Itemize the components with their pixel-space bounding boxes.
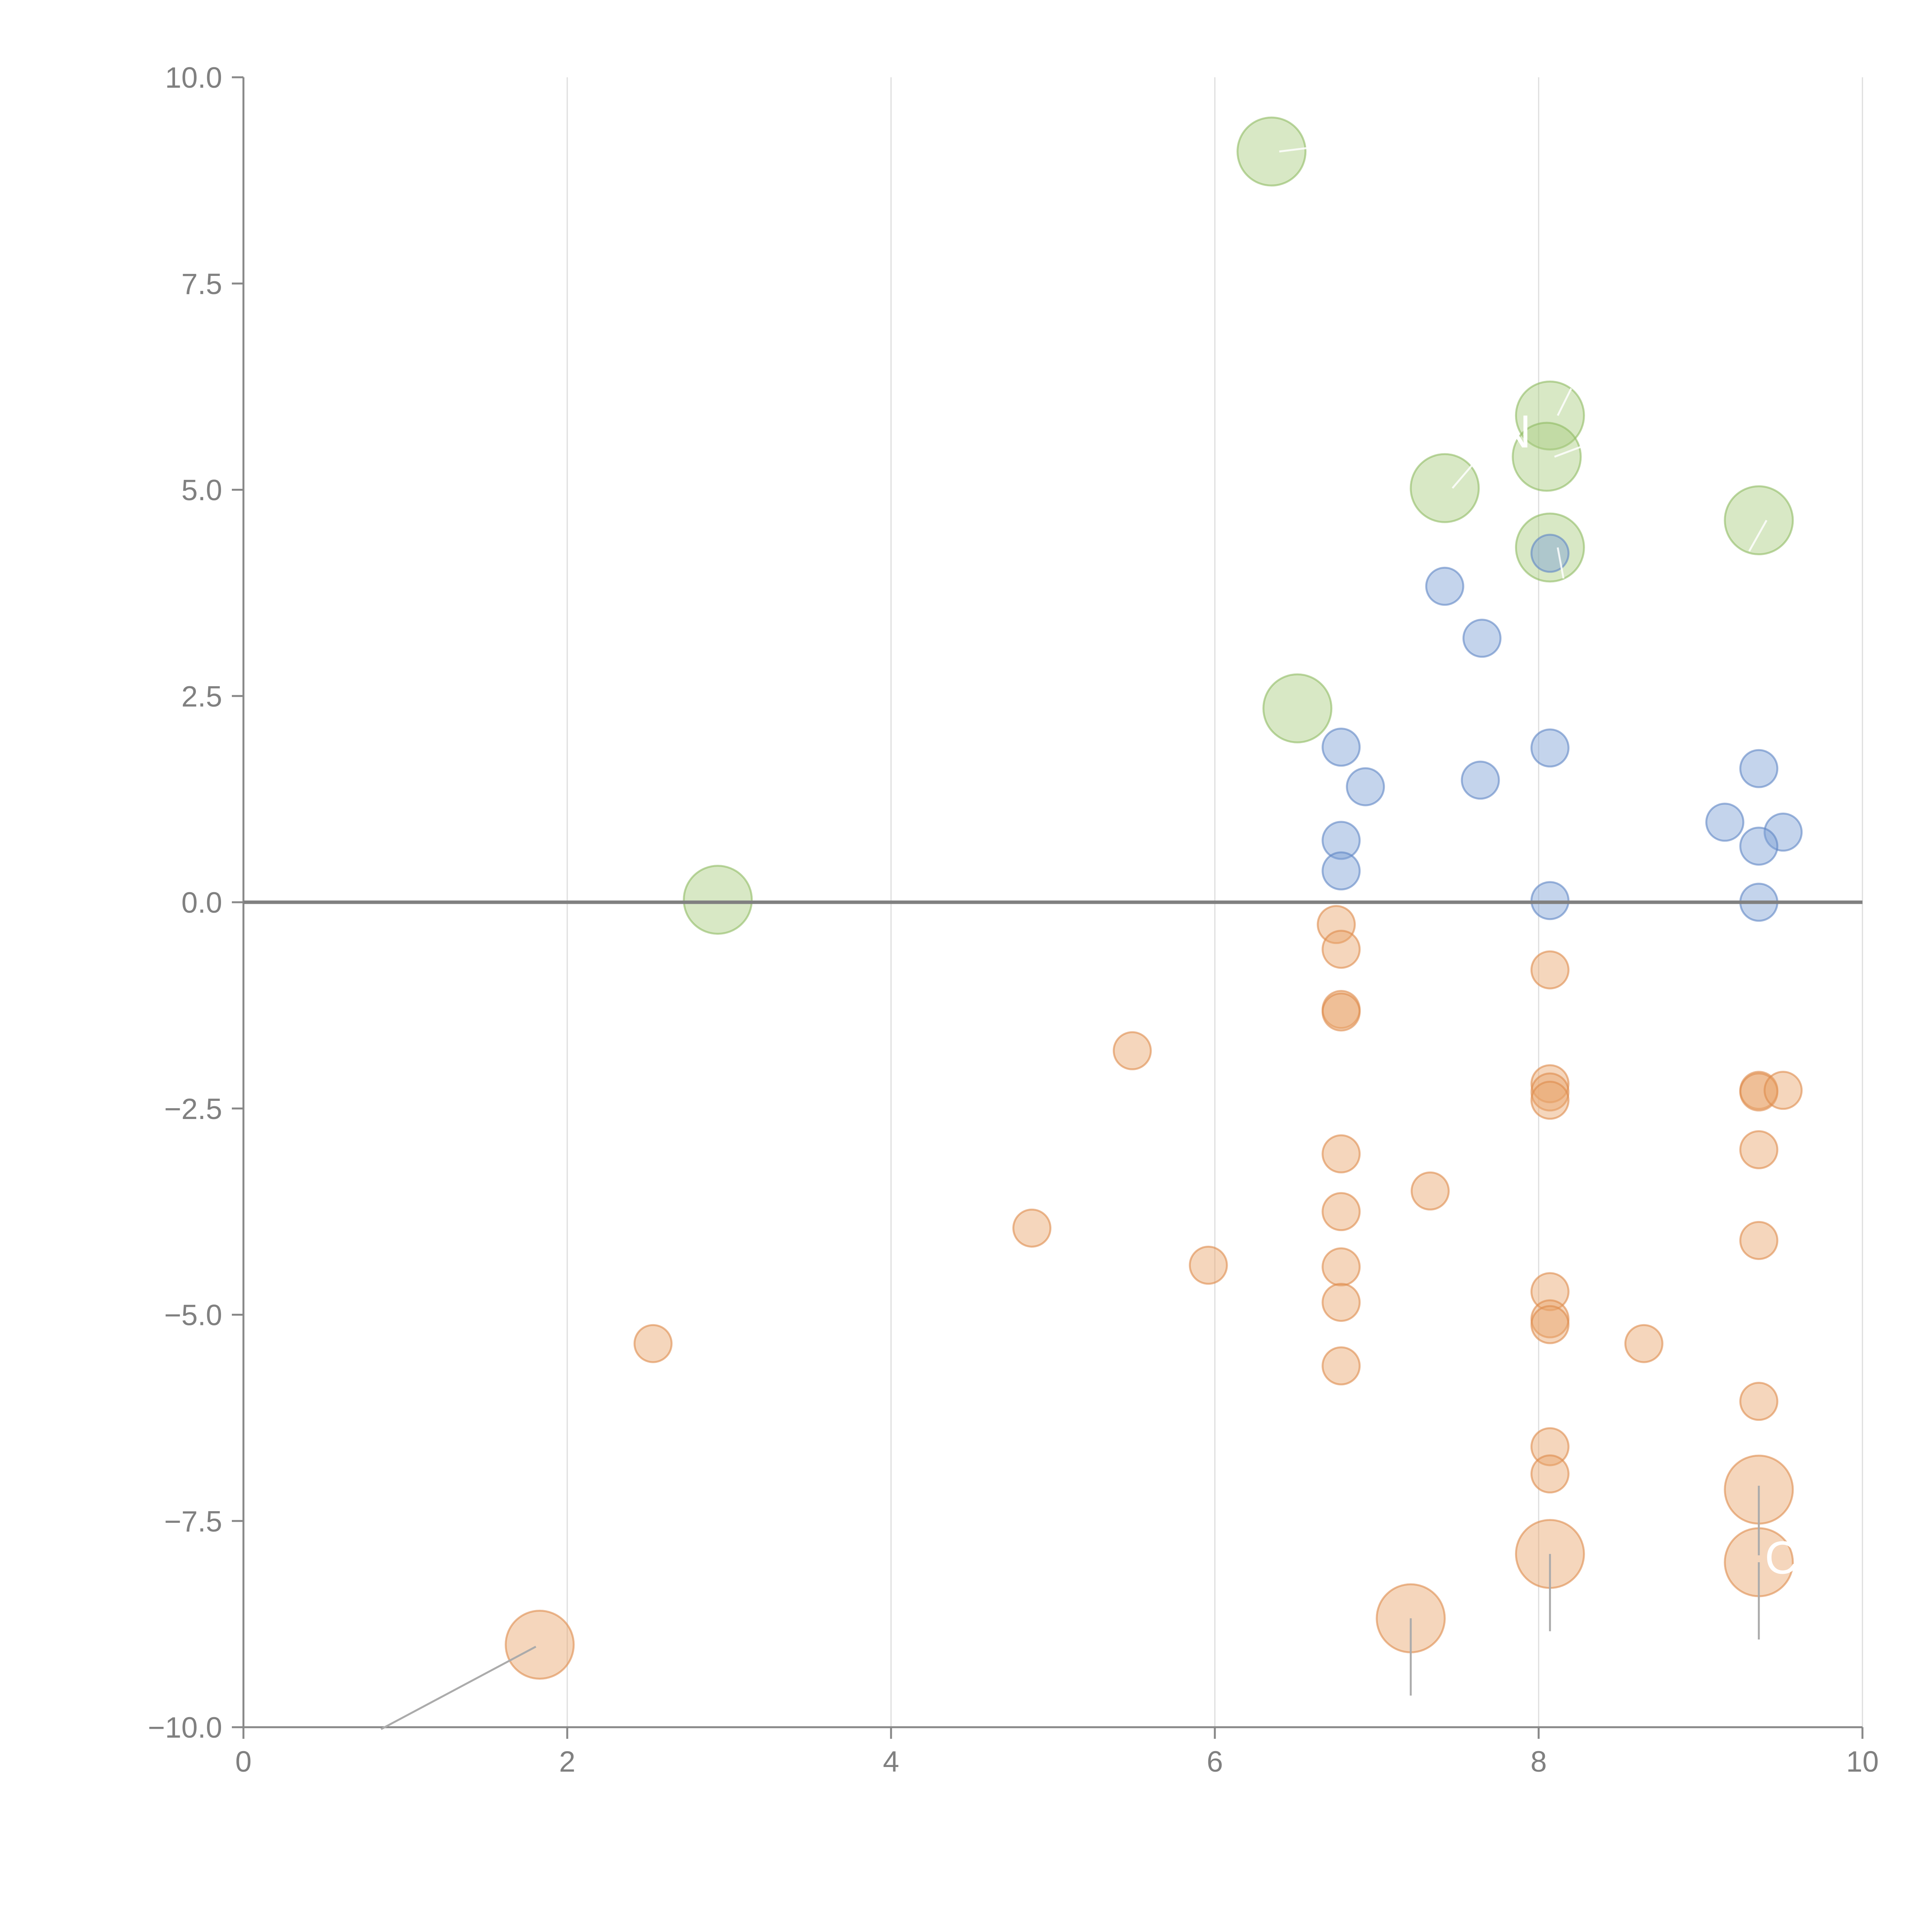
point-orange-15[interactable] — [1321, 1192, 1361, 1231]
y-tick-label-3: −2.5 — [164, 1093, 222, 1126]
leader-line-4 — [380, 1646, 536, 1730]
annotations: NC — [380, 146, 1798, 1730]
leader-line-light-0 — [1279, 146, 1310, 153]
point-blue-9[interactable] — [1764, 813, 1803, 852]
point-orange-26[interactable] — [1321, 1346, 1361, 1386]
point-orange-8[interactable] — [1530, 1080, 1570, 1120]
leader-line-light-5 — [1556, 547, 1565, 579]
point-orange-1[interactable] — [1321, 930, 1361, 969]
point-green-0[interactable] — [1236, 116, 1307, 187]
point-orange-4[interactable] — [1321, 992, 1361, 1032]
x-tick-label-0: 0 — [235, 1745, 252, 1778]
point-blue-10[interactable] — [1321, 821, 1361, 860]
x-tick-label-2: 4 — [883, 1745, 899, 1778]
point-orange-18[interactable] — [1189, 1245, 1228, 1285]
point-orange-7[interactable] — [1530, 1072, 1570, 1112]
point-orange-27[interactable] — [1739, 1382, 1779, 1421]
leader-line-light-4 — [1748, 520, 1768, 552]
leader-line-light-2 — [1554, 444, 1586, 458]
point-blue-3[interactable] — [1321, 728, 1361, 767]
annotation-label-1: C — [1765, 1532, 1798, 1583]
point-orange-16[interactable] — [1012, 1208, 1052, 1248]
point-blue-8[interactable] — [1705, 803, 1745, 842]
y-tick-label-0: −10.0 — [148, 1711, 222, 1744]
point-orange-23[interactable] — [1530, 1305, 1570, 1344]
point-blue-6[interactable] — [1461, 760, 1500, 800]
point-orange-14[interactable] — [1410, 1171, 1450, 1211]
point-orange-large-4[interactable] — [505, 1610, 575, 1680]
point-orange-19[interactable] — [1321, 1247, 1361, 1287]
annotation-label-0: N — [1498, 406, 1531, 457]
point-green-3[interactable] — [1410, 453, 1480, 523]
y-tick-label-5: 2.5 — [181, 680, 222, 713]
scatter-points — [505, 116, 1803, 1680]
x-tick-label-1: 2 — [559, 1745, 575, 1778]
y-tick-label-6: 5.0 — [181, 474, 222, 507]
point-green-7[interactable] — [683, 865, 753, 935]
point-green-6[interactable] — [1262, 673, 1333, 743]
y-tick-label-8: 10.0 — [165, 61, 222, 94]
point-orange-24[interactable] — [633, 1324, 673, 1363]
point-blue-0[interactable] — [1530, 534, 1570, 573]
y-tick-label-7: 7.5 — [181, 268, 222, 301]
point-blue-1[interactable] — [1425, 566, 1464, 606]
point-blue-4[interactable] — [1530, 728, 1570, 768]
x-tick-label-5: 10 — [1846, 1745, 1879, 1778]
point-green-5[interactable] — [1515, 512, 1585, 583]
point-orange-13[interactable] — [1321, 1134, 1361, 1173]
point-orange-5[interactable] — [1112, 1031, 1152, 1070]
y-tick-label-4: 0.0 — [181, 886, 222, 919]
point-orange-0[interactable] — [1316, 905, 1356, 944]
x-tick-label-4: 8 — [1531, 1745, 1547, 1778]
leader-line-light-3 — [1452, 460, 1476, 489]
point-blue-11[interactable] — [1739, 827, 1779, 866]
y-tick-label-1: −7.5 — [164, 1505, 222, 1538]
point-orange-25[interactable] — [1624, 1324, 1663, 1363]
y-tick-label-2: −5.0 — [164, 1299, 222, 1332]
point-orange-6[interactable] — [1530, 1064, 1570, 1104]
leader-line-light-1 — [1557, 388, 1572, 416]
point-orange-17[interactable] — [1739, 1221, 1779, 1260]
point-orange-11[interactable] — [1764, 1071, 1803, 1110]
point-blue-12[interactable] — [1321, 851, 1361, 891]
point-orange-21[interactable] — [1321, 1282, 1361, 1322]
point-orange-2[interactable] — [1530, 950, 1570, 990]
point-orange-12[interactable] — [1739, 1130, 1779, 1169]
point-orange-20[interactable] — [1530, 1272, 1570, 1311]
point-orange-29[interactable] — [1530, 1454, 1570, 1494]
point-blue-7[interactable] — [1346, 767, 1385, 806]
point-orange-28[interactable] — [1530, 1427, 1570, 1466]
x-tick-label-3: 6 — [1207, 1745, 1223, 1778]
point-green-2[interactable] — [1512, 422, 1582, 492]
axes — [232, 76, 1864, 1739]
tick-labels: −10.0 −7.5 −5.0 −2.5 0.0 2.5 5.0 7.5 10.0 0 2 4 6 8 10 — [148, 61, 1879, 1778]
point-green-4[interactable] — [1724, 485, 1794, 555]
point-blue-5[interactable] — [1739, 749, 1779, 788]
point-blue-2[interactable] — [1462, 619, 1502, 658]
